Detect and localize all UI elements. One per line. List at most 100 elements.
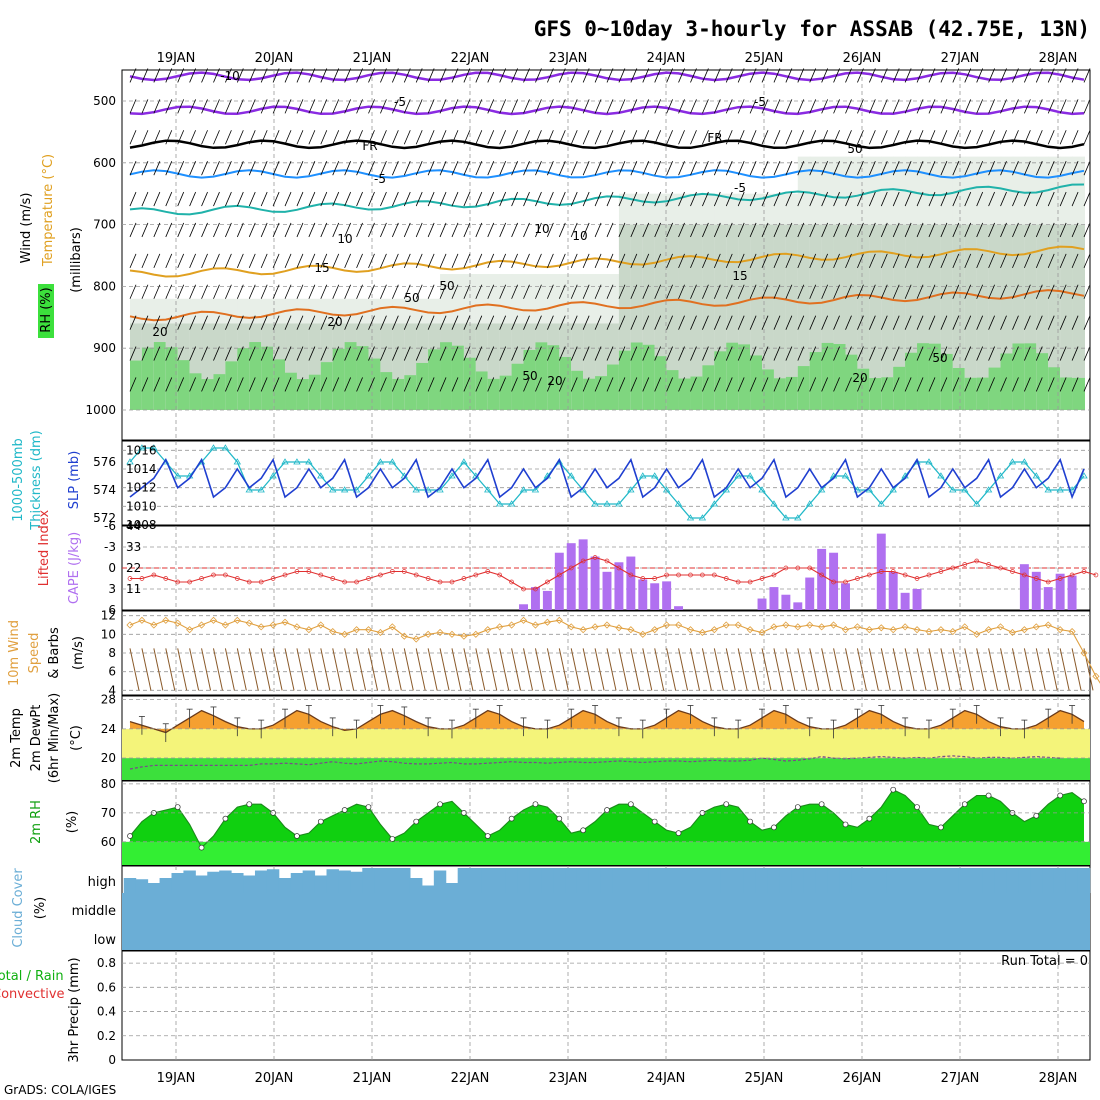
t2m-tick: 20	[101, 751, 116, 765]
pressure-tick: 500	[93, 94, 116, 108]
wind-barb	[523, 346, 530, 361]
wind10-point	[985, 626, 993, 634]
wind-barb	[737, 346, 745, 361]
wind-barb	[344, 284, 352, 299]
rh-shade	[881, 224, 895, 410]
date-label-top: 27JAN	[941, 51, 980, 66]
wind-barb	[129, 99, 137, 114]
wind-barb	[606, 284, 614, 299]
wind10-barb	[761, 648, 772, 691]
wind10-point	[209, 616, 218, 624]
wind-barb	[868, 222, 876, 238]
wind-barb	[380, 284, 387, 299]
wind-barb	[582, 99, 590, 114]
wind-barb	[737, 284, 745, 299]
wind-barb	[213, 253, 220, 269]
wind-barb	[415, 284, 423, 299]
wind10-point	[746, 626, 754, 634]
cloud-high-bar	[183, 870, 196, 893]
thickness-point	[150, 444, 158, 451]
wind-barb	[642, 130, 650, 145]
rh-point	[198, 844, 205, 851]
wind-barb	[940, 68, 948, 83]
li-tick: 3	[108, 582, 116, 596]
wind10-barb	[308, 648, 319, 691]
thickness-point	[412, 486, 420, 493]
wind10-barb	[570, 648, 581, 691]
wind-barb	[415, 253, 423, 269]
rh-shade	[1072, 224, 1085, 410]
y-axis-label: Thickness (dm)	[29, 430, 44, 530]
wind-barb	[821, 99, 829, 114]
wind-barb	[904, 130, 912, 145]
wind-barb	[260, 346, 268, 361]
wind-barb	[320, 315, 328, 330]
wind-barb	[272, 130, 280, 145]
rh-point	[365, 804, 372, 810]
temp-contour-label: 20	[852, 371, 867, 385]
slp-frame	[121, 440, 1091, 526]
rh-shade	[964, 377, 978, 410]
wind-barb	[964, 346, 972, 361]
wind-barb	[1012, 284, 1019, 299]
wind-barb	[332, 253, 340, 269]
wind-barb	[833, 130, 840, 145]
wind-barb	[153, 377, 161, 392]
wind10-point	[245, 619, 253, 627]
rh-shade	[893, 366, 907, 410]
rh-shade	[404, 375, 418, 410]
thickness-point	[364, 472, 373, 479]
wind-barb	[916, 99, 924, 114]
wind-barb	[177, 284, 185, 299]
wind-barb	[547, 68, 554, 83]
wind-barb	[427, 284, 435, 299]
wind-barb	[463, 315, 471, 330]
cape-tick: 11	[126, 582, 141, 596]
wind-barb	[594, 377, 602, 392]
wind-barb	[248, 99, 256, 114]
rh-shade	[642, 344, 656, 410]
cape-bar	[626, 556, 636, 610]
wind-barb	[666, 99, 673, 114]
wind-barb	[702, 68, 709, 83]
wind-barb	[570, 315, 578, 330]
wind10-barb	[201, 648, 212, 691]
cloud-high-bar	[910, 868, 924, 893]
wind-barb	[952, 377, 960, 392]
wind10-point	[782, 621, 790, 629]
wind-barb	[1083, 222, 1091, 238]
wind-barb	[320, 377, 328, 392]
wind-barb	[511, 315, 518, 330]
wind10-point	[424, 630, 432, 638]
wind10-barb	[964, 648, 975, 691]
wind-barb	[880, 346, 888, 361]
wind-barb	[737, 99, 745, 114]
wind-barb	[511, 222, 518, 238]
y-axis-label: (m/s)	[71, 636, 86, 670]
wind-barb	[475, 284, 483, 299]
wind-barb	[952, 99, 960, 114]
rh-shade	[702, 365, 716, 410]
thickness-point	[603, 500, 611, 507]
thickness-point	[388, 458, 397, 465]
wind-barb	[499, 130, 507, 145]
wind10-point	[937, 626, 945, 634]
wind10-barb	[785, 648, 796, 691]
thickness-point	[877, 500, 885, 507]
wind10-point	[543, 618, 551, 626]
wind-barb	[296, 161, 304, 176]
wind-barb	[618, 315, 626, 330]
rh-shade	[1072, 377, 1085, 410]
wind-barb	[725, 377, 733, 392]
lifted-index-point	[735, 579, 741, 585]
wind-barb	[821, 377, 829, 392]
wind-barb	[236, 99, 244, 114]
wind-barb	[916, 284, 924, 299]
rh-shade	[702, 224, 716, 410]
wind10-barb	[618, 648, 629, 691]
wind-barb	[356, 161, 363, 176]
wind-barb	[725, 68, 733, 83]
wind10-point	[567, 623, 575, 631]
rh-shade	[1036, 353, 1050, 410]
wind-barb	[487, 315, 495, 330]
